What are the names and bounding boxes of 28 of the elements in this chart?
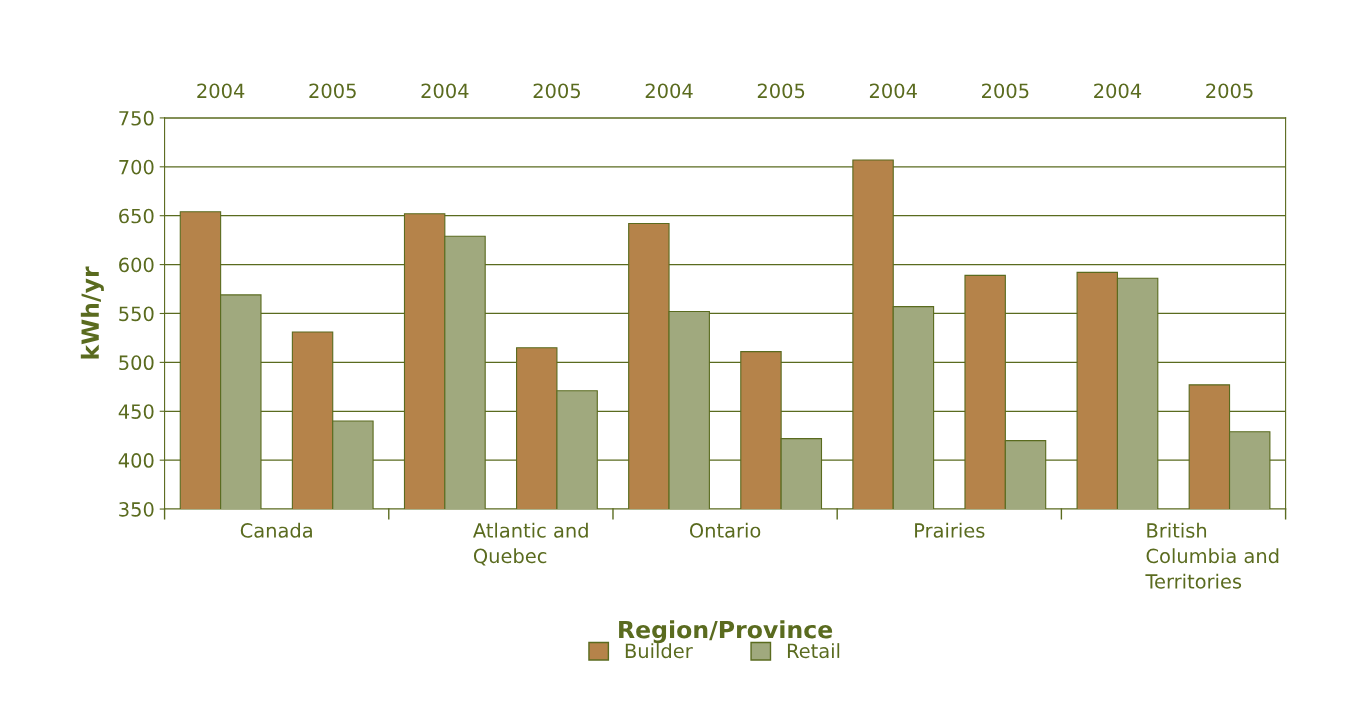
- y-axis-title: kWh/yr: [80, 266, 104, 359]
- y-tick-label: 350: [119, 502, 154, 517]
- text: Prairies: [915, 522, 985, 538]
- text: Canada: [240, 522, 312, 538]
- y-tick-label: 650: [119, 208, 154, 224]
- x-axis-title: Region/Province: [619, 620, 833, 644]
- x-tick-label: 2005: [533, 83, 580, 99]
- legend-label: Retail: [787, 643, 840, 659]
- x-tick-label: 2004: [869, 83, 917, 99]
- text: British Columbia and Territories: [1145, 522, 1279, 589]
- x-tick-label: 2005: [309, 83, 356, 99]
- y-tick-label: 450: [118, 404, 154, 419]
- text: Ontario: [689, 522, 761, 538]
- y-tick-label: 700: [119, 159, 154, 175]
- legend-label: Builder: [625, 643, 693, 659]
- x-tick-label: 2004: [645, 83, 693, 99]
- y-tick-label: 750: [119, 110, 154, 126]
- x-tick-label: 2005: [757, 83, 805, 99]
- text: Atlantic and Quebec: [473, 522, 588, 566]
- y-tick-label: 400: [118, 453, 154, 468]
- y-tick-label: 600: [119, 257, 154, 273]
- x-tick-label: 2004: [421, 83, 469, 99]
- x-tick-label: 2004: [1094, 83, 1142, 99]
- x-tick-label: 2005: [1206, 83, 1253, 99]
- y-tick-label: 500: [119, 355, 154, 371]
- y-tick-label: 550: [119, 306, 154, 322]
- x-tick-label: 2004: [197, 83, 245, 99]
- x-tick-label: 2005: [982, 83, 1029, 99]
